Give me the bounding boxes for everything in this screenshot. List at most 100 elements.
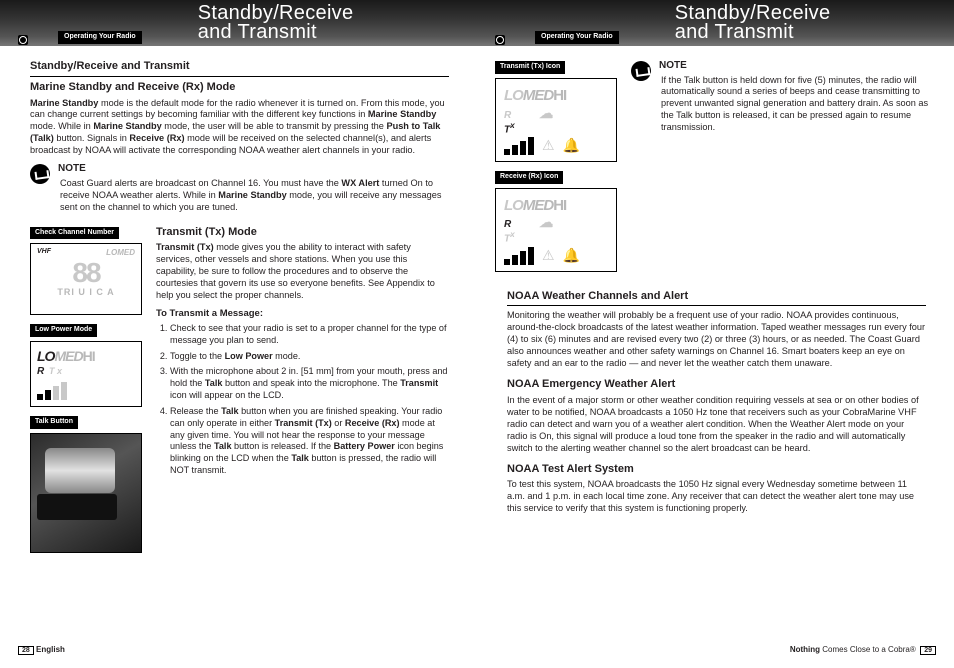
med: MED [523, 197, 553, 214]
note-block: NOTE Coast Guard alerts are broadcast on… [30, 163, 449, 213]
footer-right-group: Nothing Comes Close to a Cobra® 29 [790, 645, 936, 656]
page-right: Operating Your Radio Standby/Receive and… [477, 0, 954, 668]
header-tab-r: Operating Your Radio [535, 31, 619, 44]
header-title: Standby/Receive and Transmit [198, 4, 354, 44]
noaa-body: Monitoring the weather will probably be … [507, 310, 926, 370]
header-title-r2: and Transmit [675, 21, 794, 43]
lcd-vhf: VHF [37, 248, 51, 257]
radio-photo [30, 433, 142, 553]
header-tab: Operating Your Radio [58, 31, 142, 44]
cap-check-channel: Check Channel Number [30, 227, 119, 240]
cloud-icon: ☁ [539, 105, 553, 121]
signal-bars [37, 382, 67, 400]
lcd-channel: VHF LOMED 88 TRI U I C A [30, 243, 142, 315]
lomedhi-rx: LOMEDHI [504, 197, 566, 216]
step-3: With the microphone about 2 in. [51 mm] … [170, 366, 449, 401]
to-transmit: To Transmit a Message: [156, 308, 449, 320]
header-icon [18, 35, 28, 45]
footer-tagline: Nothing Comes Close to a Cobra® [790, 645, 916, 654]
spread: Operating Your Radio Standby/Receive and… [0, 0, 954, 668]
r: R [37, 366, 44, 377]
header-banner: Operating Your Radio Standby/Receive and… [0, 0, 477, 46]
cap-low-power: Low Power Mode [30, 324, 97, 337]
warn-icon: ⚠ [542, 247, 555, 265]
med: MED [54, 348, 82, 364]
sidebar: Check Channel Number VHF LOMED 88 TRI U … [30, 226, 142, 553]
lo: LO [37, 348, 54, 364]
tx: T x [49, 366, 62, 376]
header-icon-r [495, 35, 505, 45]
noaa-heading: NOAA Weather Channels and Alert [507, 290, 926, 307]
cloud-icon: ☁ [539, 214, 553, 230]
step-2: Toggle to the Low Power mode. [170, 351, 449, 363]
header-banner-r: Operating Your Radio Standby/Receive and… [477, 0, 954, 46]
step-1: Check to see that your radio is set to a… [170, 323, 449, 347]
rt-row-rx: R ☁ [504, 215, 553, 230]
lcd-lomed-top: LOMED [106, 248, 135, 258]
hi: HI [553, 197, 566, 214]
note-col: NOTE Coast Guard alerts are broadcast on… [58, 163, 449, 213]
rt-row-tx: R ☁ [504, 106, 553, 121]
note-label: NOTE [58, 163, 449, 176]
note-text-r: If the Talk button is held down for five… [659, 75, 936, 135]
two-col: Check Channel Number VHF LOMED 88 TRI U … [30, 226, 449, 553]
maincol: Transmit (Tx) Mode Transmit (Tx) mode gi… [156, 226, 449, 553]
section-heading: Standby/Receive and Transmit [30, 60, 449, 77]
test-body: To test this system, NOAA broadcasts the… [507, 479, 926, 515]
tx-body: Transmit (Tx) mode gives you the ability… [156, 242, 449, 302]
right-lower: NOAA Weather Channels and Alert Monitori… [495, 290, 936, 516]
rt-row-tx2: Tx [504, 121, 515, 135]
rpage-cols: Transmit (Tx) Icon LOMEDHI R ☁ Tx ⚠ [495, 60, 936, 280]
note-icon [30, 164, 50, 184]
tx-icon-box: LOMEDHI R ☁ Tx ⚠ 🔔 [495, 78, 617, 162]
header-title-l2: and Transmit [198, 21, 317, 43]
emerg-heading: NOAA Emergency Weather Alert [507, 378, 926, 392]
footer-right: Nothing Comes Close to a Cobra® 29 [495, 645, 936, 656]
cap-talk: Talk Button [30, 416, 78, 429]
sig-icon [504, 137, 534, 155]
note-col-r: NOTE If the Talk button is held down for… [659, 60, 936, 134]
page-num-29: 29 [920, 646, 936, 655]
note-text: Coast Guard alerts are broadcast on Chan… [58, 178, 449, 214]
hi: HI [83, 348, 95, 364]
sub-heading-standby: Marine Standby and Receive (Rx) Mode [30, 81, 449, 95]
test-heading: NOAA Test Alert System [507, 463, 926, 477]
standby-body: Marine Standby mode is the default mode … [30, 98, 449, 158]
emerg-body: In the event of a major storm or other w… [507, 395, 926, 455]
left-content: Standby/Receive and Transmit Marine Stan… [18, 60, 459, 553]
note-label-r: NOTE [659, 60, 936, 73]
cap-rx-icon: Receive (Rx) Icon [495, 171, 563, 184]
warn-icon: ⚠ [542, 137, 555, 155]
steps: Check to see that your radio is set to a… [156, 323, 449, 477]
lo: LO [504, 87, 523, 104]
rt-row-rx2: Tx [504, 230, 515, 244]
lomedhi-tx: LOMEDHI [504, 87, 566, 106]
sig-icon [504, 247, 534, 265]
icons-row-rx: ⚠ 🔔 [504, 247, 580, 265]
page-left: Operating Your Radio Standby/Receive and… [0, 0, 477, 668]
tx-heading: Transmit (Tx) Mode [156, 226, 449, 240]
bell-icon: 🔔 [563, 137, 580, 155]
lomedhi: LOMEDHI [37, 348, 95, 366]
note-icon-r [631, 61, 651, 81]
cap-tx-icon: Transmit (Tx) Icon [495, 61, 565, 74]
rside: Transmit (Tx) Icon LOMEDHI R ☁ Tx ⚠ [495, 60, 617, 280]
step-4: Release the Talk button when you are fin… [170, 406, 449, 477]
footer-lang: English [36, 645, 65, 654]
lcd-strip: TRI U I C A [57, 287, 114, 298]
hi: HI [553, 87, 566, 104]
rx-icon-box: LOMEDHI R ☁ Tx ⚠ 🔔 [495, 188, 617, 272]
note-block-r: NOTE If the Talk button is held down for… [631, 60, 936, 134]
page-num-28: 28 [18, 646, 34, 655]
header-title-r: Standby/Receive and Transmit [675, 4, 831, 44]
bell-icon: 🔔 [563, 247, 580, 265]
x: x [510, 229, 515, 239]
med: MED [523, 87, 553, 104]
lo: LO [504, 197, 523, 214]
lcd-88: 88 [72, 260, 99, 285]
footer-left: 28 English [18, 645, 459, 656]
icons-row-tx: ⚠ 🔔 [504, 137, 580, 155]
footer-left-group: 28 English [18, 645, 65, 656]
lcd-power: LOMEDHI R T x [30, 341, 142, 407]
rmain: NOTE If the Talk button is held down for… [631, 60, 936, 280]
